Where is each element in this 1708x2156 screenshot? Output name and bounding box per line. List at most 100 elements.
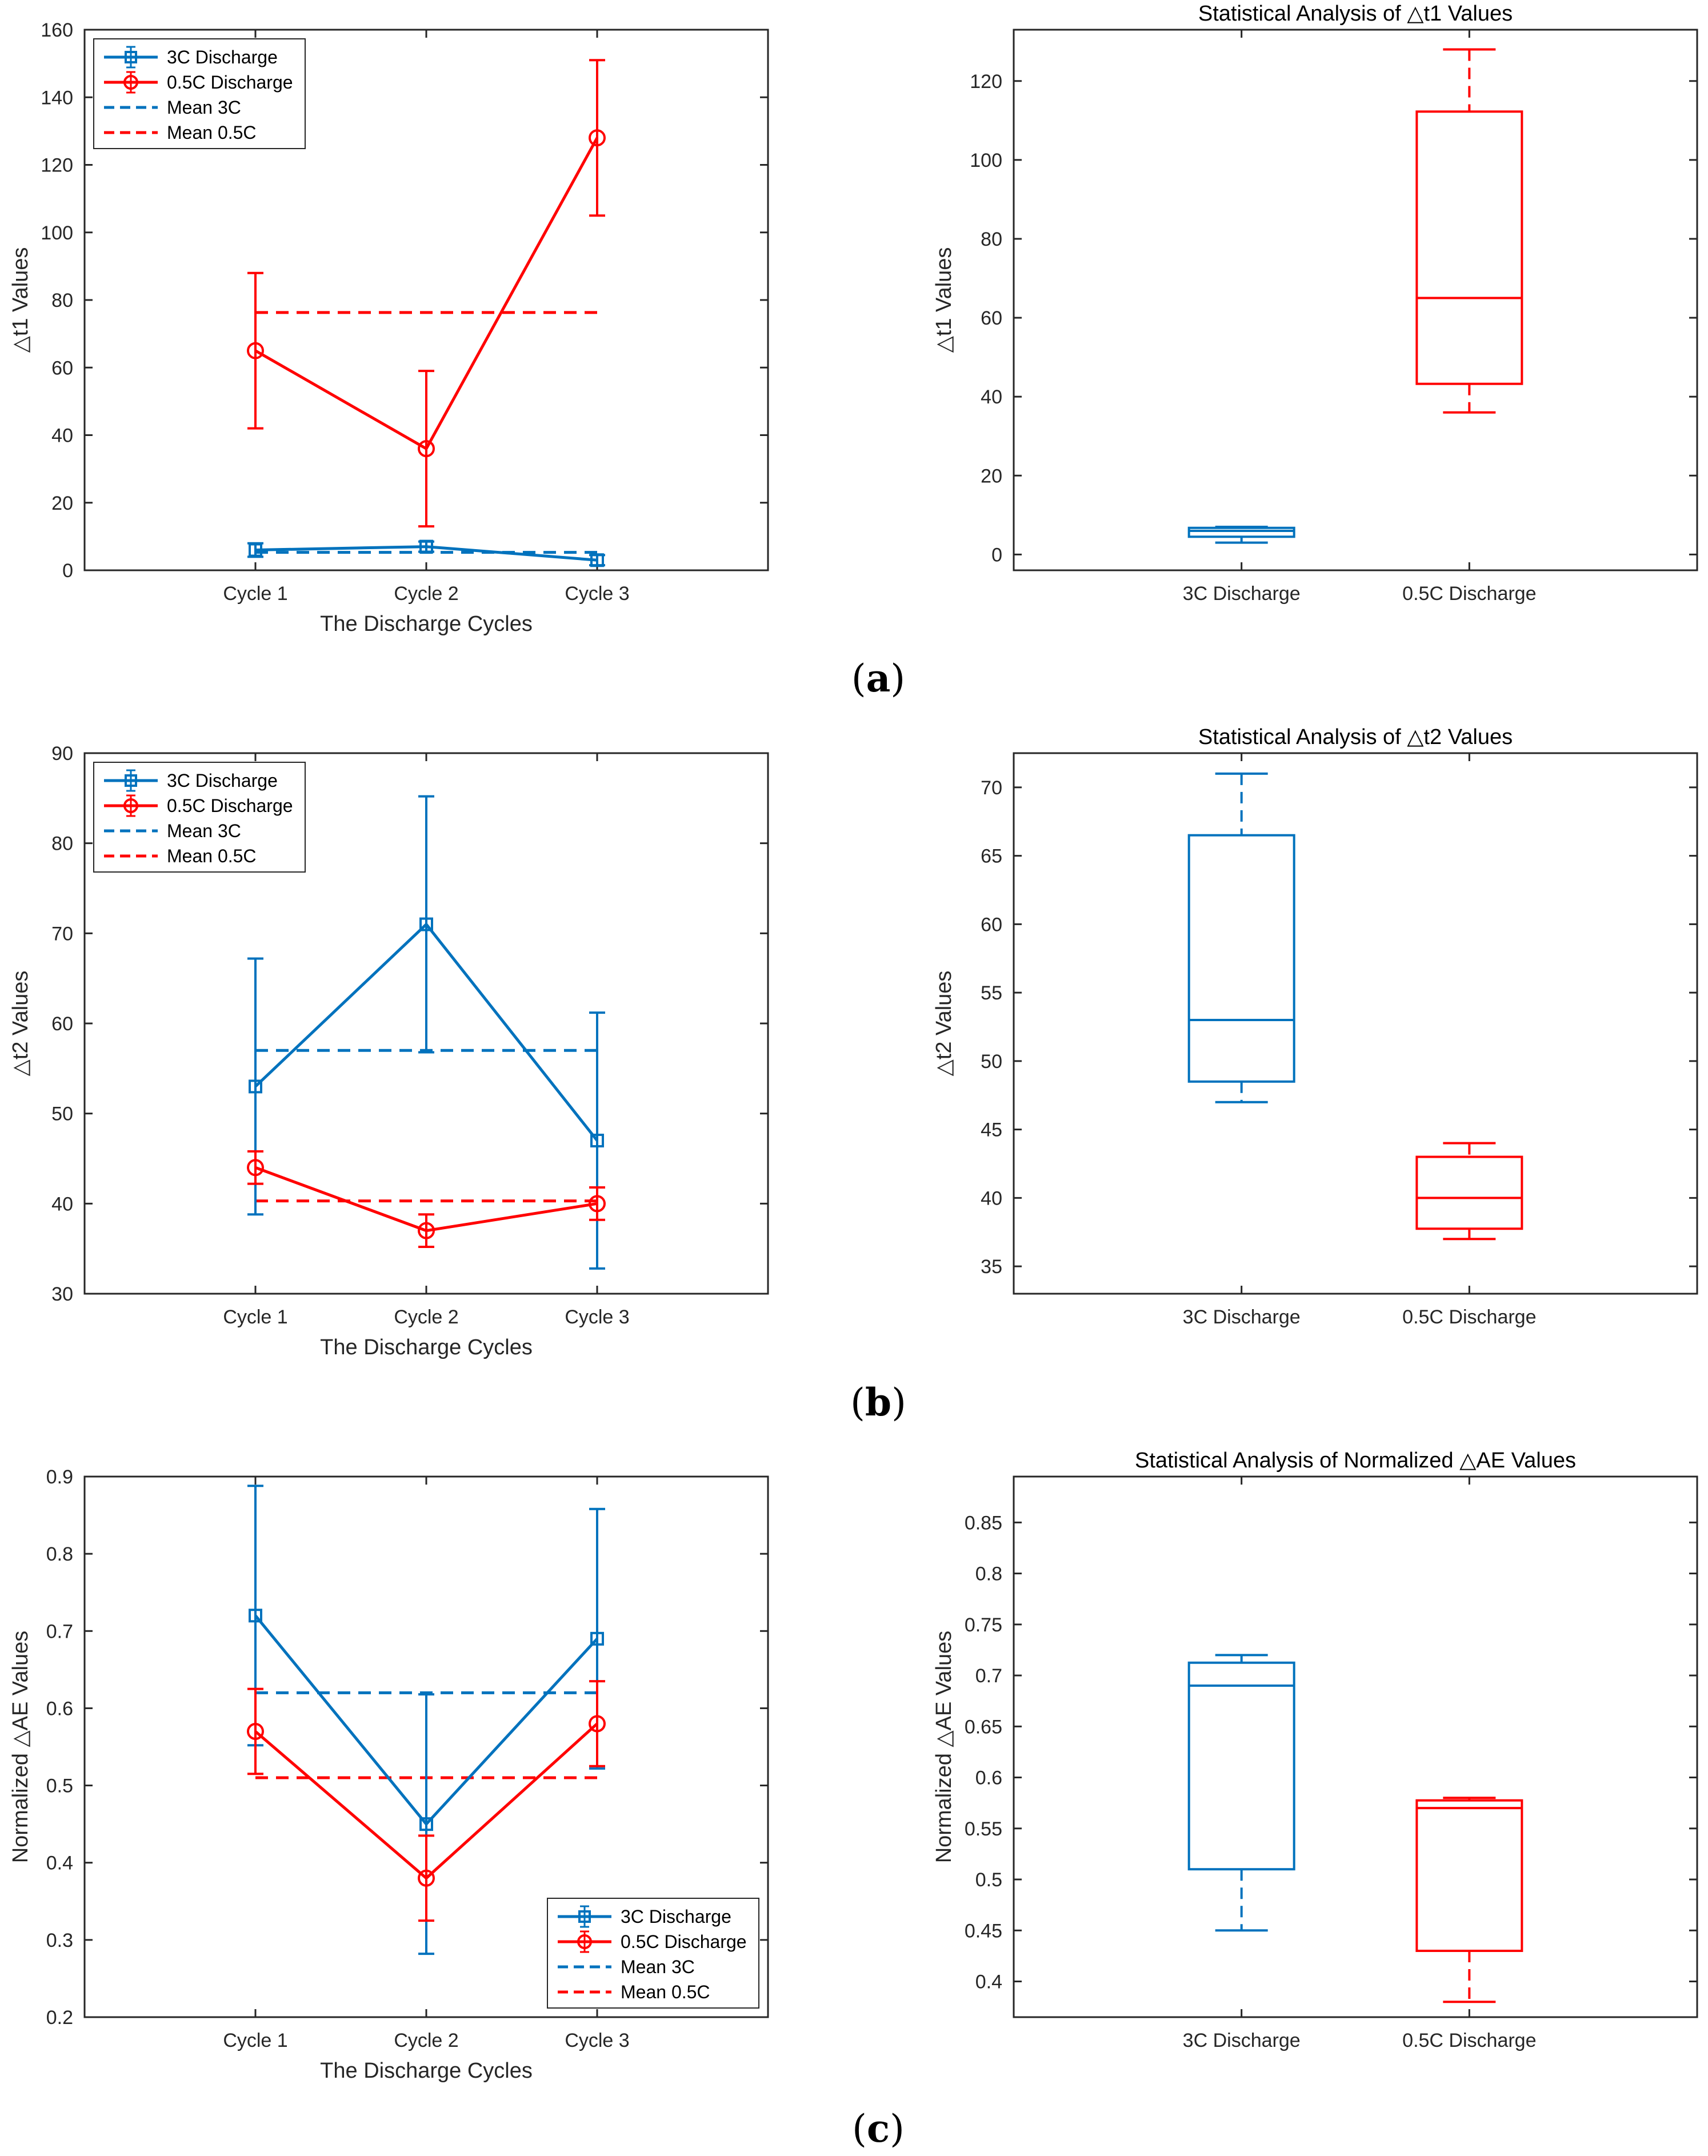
legend-label: 0.5C Discharge: [167, 795, 293, 816]
legend-label: Mean 3C: [167, 821, 241, 841]
y-tick-label: 100: [41, 222, 73, 244]
data-point-square: [590, 1133, 604, 1147]
chart-c-line: 0.2 0.3 0.4 0.5 0.6 0.7 0.8 0.9 Normalized △AE V…: [9, 1466, 769, 2083]
y-tick-label: 50: [981, 1051, 1002, 1073]
y-tick-label: 0.5: [46, 1775, 73, 1797]
y-tick-label: 20: [51, 493, 73, 514]
legend: 3C Discharge 0.5C Discharge Mean 3C Mean 0.…: [93, 38, 306, 149]
legend-label: Mean 3C: [621, 1957, 695, 1977]
legend-label: 3C Discharge: [621, 1906, 731, 1927]
box-iqr: [1415, 1155, 1523, 1230]
data-point-square: [249, 1609, 262, 1623]
y-tick-label: 0.3: [46, 1930, 73, 1951]
y-tick-label: 80: [981, 229, 1002, 250]
y-tick-label: 0.8: [975, 1563, 1002, 1585]
y-tick-label: 40: [51, 1193, 73, 1215]
x-tick-label: Cycle 3: [565, 1306, 629, 1328]
box-1: [1415, 1142, 1523, 1241]
y-axis-label: △t1 Values: [9, 247, 33, 353]
y-tick-label: 0.9: [46, 1466, 73, 1488]
data-point-square: [419, 539, 433, 554]
data-point-circle: [418, 1869, 435, 1887]
chart-a-line: 0 20 40 60 80 100 120 140 160 △t1 Values Cycle 1 Cy…: [9, 19, 769, 636]
x-tick-label: Cycle 1: [223, 583, 287, 605]
x-axis-label: The Discharge Cycles: [320, 612, 533, 636]
y-tick-label: 0.6: [975, 1767, 1002, 1789]
y-tick-label: 65: [981, 846, 1002, 867]
x-tick-label: 0.5C Discharge: [1402, 2030, 1536, 2051]
data-point-circle: [418, 1222, 435, 1239]
box-0: [1187, 772, 1295, 1103]
y-tick-label: 0.2: [46, 2007, 73, 2029]
y-tick-label: 50: [51, 1103, 73, 1125]
x-axis-label: The Discharge Cycles: [320, 2059, 533, 2083]
x-tick-label: Cycle 2: [394, 2030, 458, 2051]
y-tick-label: 0.7: [46, 1621, 73, 1642]
plot-area-frame: [1013, 29, 1698, 571]
plot-area-frame: [1013, 752, 1698, 1295]
chart-c-box: 0.4 0.45 0.5 0.55 0.6 0.65 0.7 0.75 0.8 0.85 Norma…: [932, 1449, 1698, 2051]
data-point-circle: [418, 440, 435, 458]
data-point-square: [590, 553, 604, 567]
y-axis-label: Normalized △AE Values: [932, 1631, 956, 1863]
y-tick-label: 70: [51, 923, 73, 945]
legend-marker-square: [125, 51, 137, 63]
y-tick-label: 0.65: [965, 1716, 1002, 1738]
legend-marker-circle: [123, 798, 138, 813]
panel-label-c: (c): [852, 2106, 905, 2151]
y-tick-label: 0.8: [46, 1543, 73, 1565]
y-axis-label: △t2 Values: [9, 971, 33, 1077]
y-tick-label: 70: [981, 777, 1002, 799]
box-1: [1415, 1797, 1523, 2003]
y-axis-label: △t1 Values: [932, 247, 956, 353]
y-tick-label: 35: [981, 1256, 1002, 1278]
legend-marker-circle: [123, 75, 138, 90]
y-tick-label: 0: [991, 544, 1002, 566]
x-tick-label: Cycle 1: [223, 2030, 287, 2051]
y-tick-label: 0.45: [965, 1920, 1002, 1942]
y-tick-label: 40: [51, 425, 73, 447]
legend-label: Mean 0.5C: [167, 122, 257, 143]
y-tick-label: 45: [981, 1119, 1002, 1141]
y-tick-label: 160: [41, 19, 73, 41]
y-tick-label: 30: [51, 1283, 73, 1305]
chart-b-box: 35 40 45 50 55 60 65 70 △t2 Values Statistical An…: [932, 725, 1698, 1328]
panel-label-b: (b): [850, 1380, 906, 1425]
y-tick-label: 60: [51, 1013, 73, 1035]
legend: 3C Discharge 0.5C Discharge Mean 3C Mean 0.…: [93, 762, 306, 873]
chart-b-line: 30 40 50 60 70 80 90 △t2 Values Cycle 1 Cycle 2 Cy…: [9, 743, 769, 1359]
data-point-circle: [589, 1715, 606, 1733]
box-0: [1187, 526, 1295, 544]
chart-title: Statistical Analysis of △t2 Values: [1198, 725, 1513, 749]
data-point-circle: [589, 1195, 606, 1213]
x-tick-label: Cycle 3: [565, 2030, 629, 2051]
data-point-square: [419, 917, 433, 931]
y-tick-label: 0.4: [975, 1971, 1002, 1993]
y-tick-label: 80: [51, 833, 73, 855]
y-tick-label: 0.5: [975, 1869, 1002, 1891]
y-tick-label: 0: [62, 560, 73, 582]
x-tick-label: 0.5C Discharge: [1402, 583, 1536, 605]
chart-title: Statistical Analysis of △t1 Values: [1198, 2, 1513, 26]
panel-label-a: (a): [851, 656, 905, 701]
box-iqr: [1415, 110, 1523, 385]
x-tick-label: Cycle 2: [394, 583, 458, 605]
data-point-square: [249, 543, 262, 557]
y-tick-label: 0.85: [965, 1512, 1002, 1534]
y-tick-label: 140: [41, 87, 73, 109]
y-tick-label: 120: [41, 155, 73, 177]
x-tick-label: Cycle 1: [223, 1306, 287, 1328]
chart-title: Statistical Analysis of Normalized △AE V…: [1135, 1449, 1576, 1473]
y-tick-label: 0.6: [46, 1698, 73, 1719]
chart-a-box: 0 20 40 60 80 100 120 △t1 Values Statistical Ana…: [932, 2, 1698, 605]
y-tick-label: 80: [51, 290, 73, 311]
y-tick-label: 90: [51, 743, 73, 765]
box-1: [1415, 48, 1523, 414]
y-tick-label: 55: [981, 982, 1002, 1004]
data-point-square: [249, 1079, 262, 1094]
data-point-circle: [247, 1722, 264, 1740]
data-point-circle: [247, 342, 264, 359]
data-point-square: [590, 1631, 604, 1646]
legend-label: 3C Discharge: [167, 770, 278, 791]
